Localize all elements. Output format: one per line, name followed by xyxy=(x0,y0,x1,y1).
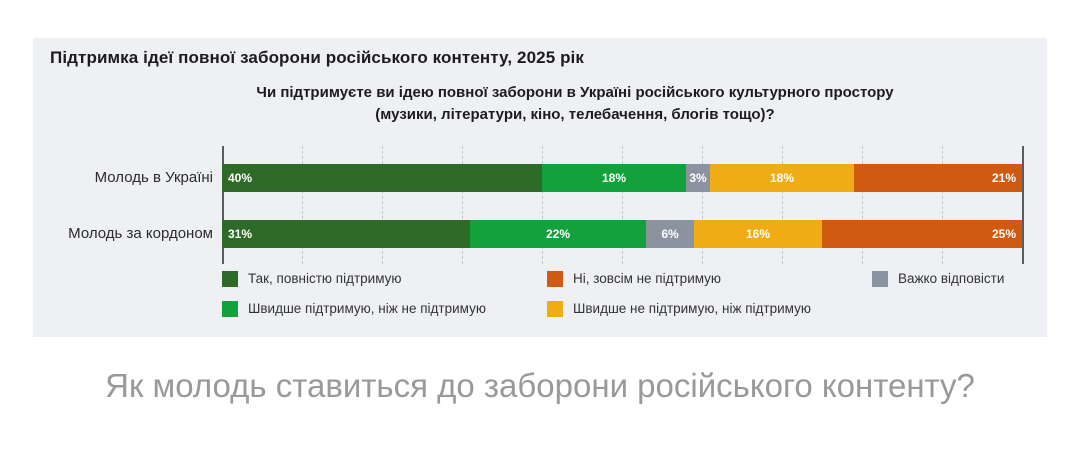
gridline xyxy=(622,146,623,264)
gridline xyxy=(942,146,943,264)
segment-value-label: 22% xyxy=(545,227,571,241)
bar-segment: 18% xyxy=(542,164,686,192)
bar-segment: 3% xyxy=(686,164,710,192)
gridline xyxy=(382,146,383,264)
axis-line-left xyxy=(222,146,224,264)
stacked-bar: 40% 18% 3% 18% 21% xyxy=(222,164,1022,192)
bar-segment: 25% xyxy=(822,220,1022,248)
legend-label: Швидше не підтримую, ніж підтримую xyxy=(573,301,811,316)
chart-subtitle: Чи підтримуєте ви ідею повної заборони в… xyxy=(256,84,894,123)
legend-item: Ні, зовсім не підтримую xyxy=(547,270,811,287)
legend-swatch xyxy=(547,300,563,317)
bar-segment: 16% xyxy=(694,220,822,248)
plot-area: Молодь в Україні 40% 18% 3% 18% 21% Молодь за … xyxy=(68,146,1024,264)
segment-value-label: 25% xyxy=(991,227,1016,241)
row-label: Молодь за кордоном xyxy=(68,225,213,242)
legend-item: Важко відповісти xyxy=(872,270,1004,287)
gridline xyxy=(542,146,543,264)
bar-segment: 18% xyxy=(710,164,854,192)
legend: Так, повністю підтримую Швидше підтримую,… xyxy=(33,270,1047,332)
stacked-bar: 31% 22% 6% 16% 25% xyxy=(222,220,1022,248)
legend-swatch xyxy=(872,270,888,287)
bar-segment: 6% xyxy=(646,220,694,248)
segment-value-label: 18% xyxy=(769,171,795,185)
chart-title: Підтримка ідеї повної заборони російсько… xyxy=(50,48,584,67)
legend-swatch xyxy=(547,270,563,287)
gridline xyxy=(862,146,863,264)
legend-label: Важко відповісти xyxy=(898,271,1005,286)
bar-segment: 22% xyxy=(470,220,646,248)
gridline xyxy=(702,146,703,264)
segment-value-label: 40% xyxy=(228,171,253,185)
gridline xyxy=(462,146,463,264)
legend-item: Так, повністю підтримую xyxy=(222,270,486,287)
legend-swatch xyxy=(222,270,238,287)
legend-label: Так, повністю підтримую xyxy=(248,271,402,286)
legend-column: Важко відповісти xyxy=(872,270,1004,300)
segment-value-label: 31% xyxy=(228,227,253,241)
legend-label: Швидше підтримую, ніж не підтримую xyxy=(248,301,486,316)
legend-item: Швидше не підтримую, ніж підтримую xyxy=(547,300,811,317)
segment-value-label: 21% xyxy=(991,171,1016,185)
segment-value-label: 16% xyxy=(745,227,771,241)
gridline xyxy=(782,146,783,264)
row-label: Молодь в Україні xyxy=(94,169,213,186)
gridline xyxy=(302,146,303,264)
segment-value-label: 18% xyxy=(601,171,627,185)
segment-value-label: 3% xyxy=(689,171,707,185)
bar-segment: 31% xyxy=(222,220,470,248)
caption: Як молодь ставиться до заборони російськ… xyxy=(105,367,975,404)
legend-label: Ні, зовсім не підтримую xyxy=(573,271,722,286)
chart-panel: Підтримка ідеї повної заборони російсько… xyxy=(33,38,1047,337)
axis-line-right xyxy=(1022,146,1024,264)
legend-column: Так, повністю підтримую Швидше підтримую,… xyxy=(222,270,486,330)
segment-value-label: 6% xyxy=(661,227,679,241)
bar-segment: 21% xyxy=(854,164,1022,192)
legend-item: Швидше підтримую, ніж не підтримую xyxy=(222,300,486,317)
legend-column: Ні, зовсім не підтримую Швидше не підтрим… xyxy=(547,270,811,330)
legend-swatch xyxy=(222,300,238,317)
bar-segment: 40% xyxy=(222,164,542,192)
